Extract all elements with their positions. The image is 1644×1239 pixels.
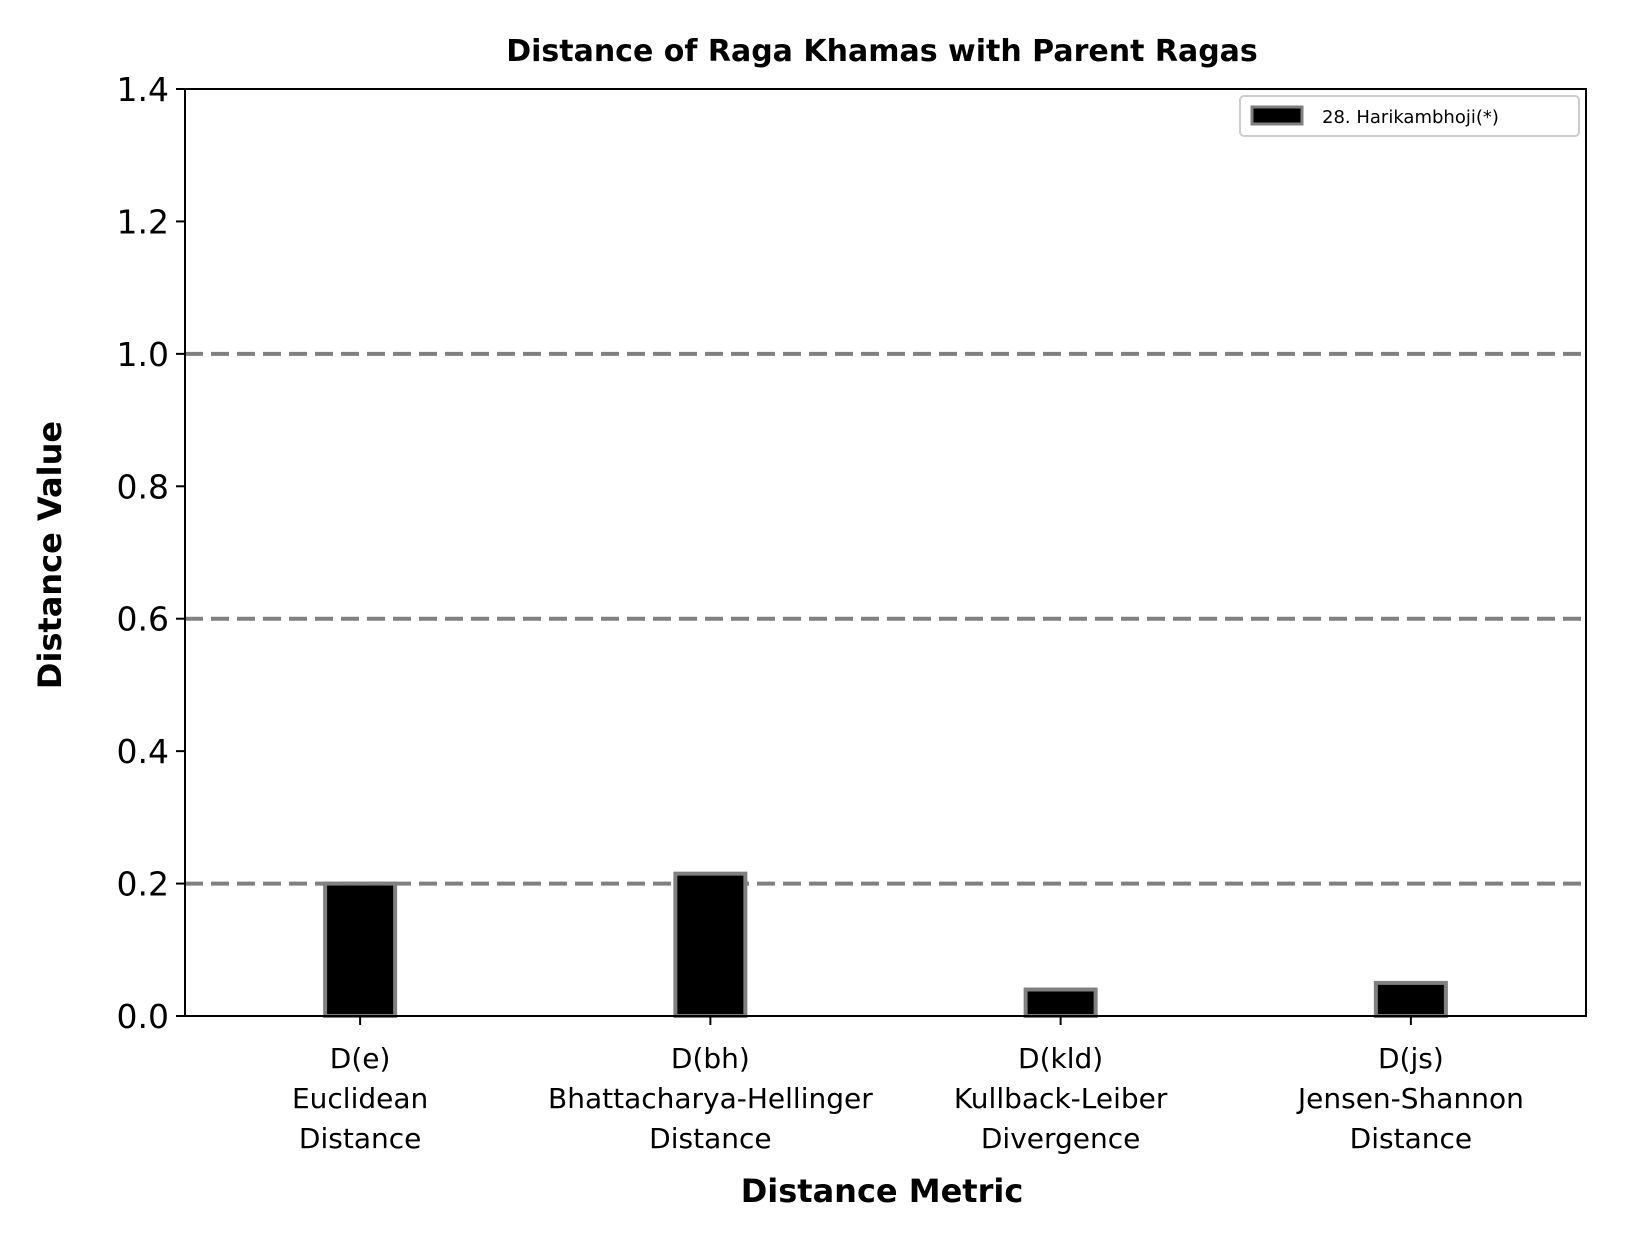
y-tick-label: 0.2 bbox=[117, 865, 169, 904]
chart-title: Distance of Raga Khamas with Parent Raga… bbox=[506, 34, 1258, 69]
x-axis: D(e) Euclidean Distance D(bh) Bhattacharya-H… bbox=[292, 1016, 1524, 1155]
y-tick-label: 1.2 bbox=[117, 202, 169, 241]
x-tick-label: Distance bbox=[649, 1122, 771, 1155]
x-axis-label: Distance Metric bbox=[741, 1172, 1024, 1210]
bar bbox=[323, 881, 398, 1018]
x-tick-label: Divergence bbox=[981, 1122, 1141, 1155]
y-tick-label: 0.0 bbox=[117, 997, 169, 1036]
x-tick-label: D(kld) bbox=[1018, 1042, 1103, 1075]
x-tick-label: D(bh) bbox=[671, 1042, 750, 1075]
x-tick-label: Distance bbox=[299, 1122, 421, 1155]
bar bbox=[1023, 987, 1098, 1018]
x-tick-label: D(e) bbox=[330, 1042, 391, 1075]
y-tick-label: 0.6 bbox=[117, 600, 169, 639]
bar bbox=[673, 871, 748, 1018]
y-axis: 0.0 0.2 0.4 0.6 0.8 1.0 1.2 1.4 bbox=[117, 70, 185, 1036]
x-tick-label: Jensen-Shannon bbox=[1296, 1082, 1524, 1115]
x-tick-label: Bhattacharya-Hellinger bbox=[548, 1082, 873, 1115]
legend-swatch bbox=[1250, 105, 1304, 126]
plot-frame bbox=[184, 88, 1587, 1017]
x-tick-label: Kullback-Leiber bbox=[954, 1082, 1168, 1115]
bar bbox=[1373, 980, 1448, 1019]
legend: 28. Harikambhoji(*) bbox=[1239, 95, 1580, 137]
y-tick-label: 0.8 bbox=[117, 467, 169, 506]
y-tick-label: 0.4 bbox=[117, 732, 169, 771]
x-tick-label: D(js) bbox=[1378, 1042, 1444, 1075]
y-tick-label: 1.0 bbox=[117, 335, 169, 374]
legend-label: 28. Harikambhoji(*) bbox=[1322, 107, 1499, 128]
y-axis-label: Distance Value bbox=[31, 421, 69, 689]
bars bbox=[323, 871, 1448, 1019]
x-tick-label: Euclidean bbox=[292, 1082, 428, 1115]
x-tick-label: Distance bbox=[1350, 1122, 1472, 1155]
legend-box bbox=[1239, 95, 1580, 137]
y-tick-label: 1.4 bbox=[117, 70, 169, 109]
